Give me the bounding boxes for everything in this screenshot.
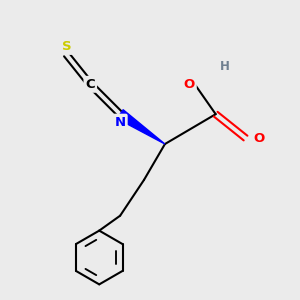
Text: H: H xyxy=(220,60,230,73)
Text: O: O xyxy=(184,78,195,91)
Text: N: N xyxy=(115,116,126,129)
Text: O: O xyxy=(253,132,264,145)
Text: S: S xyxy=(61,40,71,53)
Text: C: C xyxy=(85,78,95,91)
Polygon shape xyxy=(117,110,165,144)
